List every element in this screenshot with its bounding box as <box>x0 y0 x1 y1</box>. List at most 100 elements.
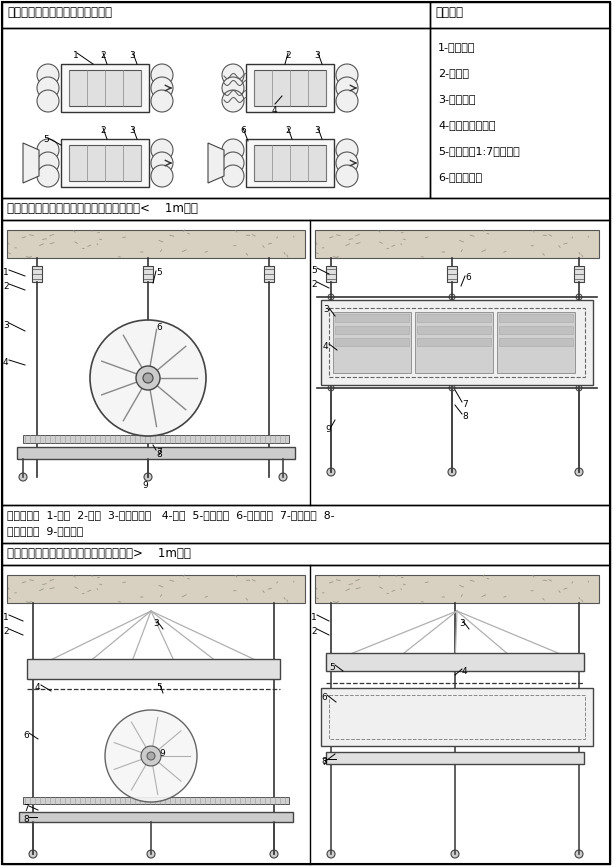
Text: 4: 4 <box>323 342 329 351</box>
Bar <box>2 565 610 864</box>
Text: 3: 3 <box>3 321 9 330</box>
Text: 轴流风机的吊装示意图（风机顶距顶棚距离<    1m时）: 轴流风机的吊装示意图（风机顶距顶棚距离< 1m时） <box>7 202 198 215</box>
Bar <box>19 812 293 822</box>
Circle shape <box>576 385 582 391</box>
Text: 3: 3 <box>323 305 329 314</box>
Text: 3: 3 <box>314 126 319 135</box>
Bar <box>321 688 593 746</box>
Text: 5: 5 <box>311 266 317 275</box>
Text: 8: 8 <box>321 757 327 766</box>
Circle shape <box>105 710 197 802</box>
Bar <box>315 230 599 258</box>
Bar <box>32 266 42 282</box>
Bar <box>329 308 585 377</box>
Polygon shape <box>208 143 224 183</box>
Bar <box>269 661 279 679</box>
Text: 符号说明: 符号说明 <box>435 6 463 19</box>
Bar <box>264 266 274 282</box>
Bar <box>23 435 289 443</box>
Bar <box>27 659 280 679</box>
Circle shape <box>147 752 155 760</box>
Circle shape <box>222 139 244 161</box>
Text: 轴流风机进、出口管道安装示意图: 轴流风机进、出口管道安装示意图 <box>7 6 112 19</box>
Text: 5: 5 <box>43 135 49 144</box>
Circle shape <box>151 77 173 99</box>
Bar <box>2 2 430 28</box>
Text: 5: 5 <box>329 663 335 672</box>
Bar <box>499 326 573 334</box>
Text: 橡胶减振垫  9-槽钢横担: 橡胶减振垫 9-槽钢横担 <box>7 526 83 536</box>
Circle shape <box>448 468 456 476</box>
Bar <box>143 266 153 282</box>
Bar <box>17 447 295 459</box>
Bar <box>335 326 409 334</box>
Circle shape <box>336 90 358 112</box>
Text: 5: 5 <box>156 683 162 692</box>
Bar <box>326 653 584 671</box>
Circle shape <box>222 152 244 174</box>
Text: 3: 3 <box>129 51 135 60</box>
Text: 6: 6 <box>321 693 327 702</box>
Text: 1: 1 <box>3 613 9 622</box>
Bar <box>333 312 411 373</box>
Text: 3: 3 <box>153 619 159 628</box>
Circle shape <box>222 64 244 86</box>
Text: 9: 9 <box>159 749 165 758</box>
Text: 6: 6 <box>23 731 29 740</box>
Polygon shape <box>23 143 39 183</box>
Circle shape <box>336 64 358 86</box>
Bar <box>23 797 289 804</box>
Text: 7: 7 <box>23 804 29 813</box>
Circle shape <box>141 746 161 766</box>
Circle shape <box>143 373 153 383</box>
Text: 3: 3 <box>314 51 319 60</box>
Circle shape <box>151 139 173 161</box>
Text: 4-扩展式导流弯头: 4-扩展式导流弯头 <box>438 120 496 130</box>
Bar <box>415 312 493 373</box>
Circle shape <box>336 165 358 187</box>
Circle shape <box>90 320 206 436</box>
Text: 4: 4 <box>35 683 40 692</box>
Bar <box>254 70 326 106</box>
Bar <box>574 655 584 671</box>
Text: 3: 3 <box>129 126 135 135</box>
Circle shape <box>37 64 59 86</box>
Bar <box>69 145 141 181</box>
Circle shape <box>37 90 59 112</box>
Bar <box>2 198 610 220</box>
Text: 7: 7 <box>462 400 468 409</box>
Bar <box>2 505 610 543</box>
Text: 6: 6 <box>465 273 471 282</box>
Text: 1: 1 <box>3 268 9 277</box>
Circle shape <box>327 468 335 476</box>
Bar <box>246 139 334 187</box>
Bar <box>499 314 573 322</box>
Circle shape <box>576 294 582 300</box>
Circle shape <box>37 152 59 174</box>
Text: 4: 4 <box>272 106 278 115</box>
Bar <box>7 575 305 603</box>
Text: 9: 9 <box>142 481 147 490</box>
Text: 8: 8 <box>462 412 468 421</box>
Bar <box>417 338 491 346</box>
Text: 9: 9 <box>325 425 330 434</box>
Bar <box>450 655 460 671</box>
Circle shape <box>19 473 27 481</box>
Circle shape <box>37 139 59 161</box>
Bar <box>61 139 149 187</box>
Bar <box>61 64 149 112</box>
Circle shape <box>279 473 287 481</box>
Circle shape <box>136 366 160 390</box>
Circle shape <box>336 77 358 99</box>
Circle shape <box>37 77 59 99</box>
Circle shape <box>151 165 173 187</box>
Bar <box>417 314 491 322</box>
Circle shape <box>151 90 173 112</box>
Text: 5-变径管（1:7渐变管）: 5-变径管（1:7渐变管） <box>438 146 520 156</box>
Text: 6: 6 <box>240 126 246 135</box>
Bar <box>447 266 457 282</box>
Text: 符号说明：  1-楼板  2-槽钢  3-弹簧减振器   4-吊杆  5-膨胀螺栓  6-离心风机  7-风机底座  8-: 符号说明： 1-楼板 2-槽钢 3-弹簧减振器 4-吊杆 5-膨胀螺栓 6-离心… <box>7 510 335 520</box>
Text: 8: 8 <box>23 815 29 824</box>
Circle shape <box>37 165 59 187</box>
Text: 4: 4 <box>462 667 468 676</box>
